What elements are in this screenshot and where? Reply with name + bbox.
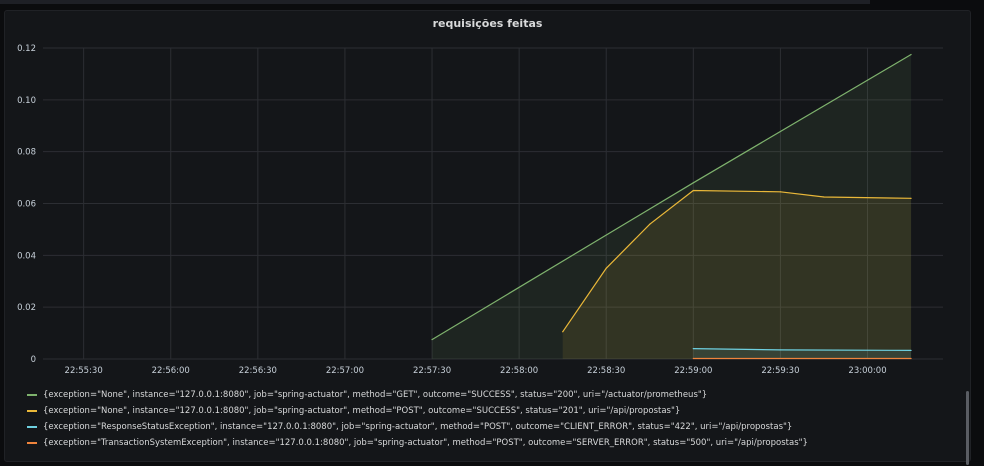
legend-swatch <box>27 394 37 396</box>
y-tick-label: 0.04 <box>17 251 36 261</box>
series-point-2 <box>605 267 607 269</box>
panel-title[interactable]: requisições feitas <box>432 17 543 30</box>
x-tick-label: 22:56:00 <box>152 366 190 376</box>
y-tick-label: 0 <box>31 355 36 365</box>
x-tick-label: 22:57:00 <box>326 366 364 376</box>
x-tick-label: 22:57:30 <box>413 366 451 376</box>
legend-label[interactable]: {exception="None", instance="127.0.0.1:8… <box>43 390 708 400</box>
x-tick-label: 23:00:00 <box>848 366 886 376</box>
series-point-2 <box>562 331 564 333</box>
series-point-1 <box>910 53 912 56</box>
x-tick-label: 22:58:30 <box>587 366 625 376</box>
series-point-3 <box>692 348 694 350</box>
x-tick-label: 22:56:30 <box>239 366 277 376</box>
series-point-3 <box>779 349 782 351</box>
x-tick-label: 22:59:00 <box>674 366 712 376</box>
graph-panel: requisições feitas 0 0.02 0.04 0.06 0.08 0.10… <box>4 10 972 465</box>
y-tick-label: 0.10 <box>17 96 36 106</box>
legend-label[interactable]: {exception="TransactionSystemException",… <box>43 438 808 448</box>
y-tick-label: 0.12 <box>17 44 36 54</box>
top-strip <box>0 0 870 4</box>
series-point-1 <box>431 338 433 341</box>
x-tick-label: 22:58:00 <box>500 366 538 376</box>
y-tick-label: 0.06 <box>17 200 36 210</box>
legend: {exception="None", instance="127.0.0.1:8… <box>27 387 957 451</box>
series-point-3 <box>910 349 912 352</box>
y-tick-label: 0.02 <box>17 303 36 313</box>
series-point-2 <box>823 196 825 198</box>
series-point-4 <box>910 357 912 360</box>
chart-canvas[interactable]: 0 0.02 0.04 0.06 0.08 0.10 0.12 22:55:30 22:56:0… <box>5 11 972 381</box>
legend-swatch <box>27 426 37 428</box>
series-point-2 <box>692 189 694 192</box>
series-area-3 <box>693 348 912 359</box>
series-point-2 <box>910 197 912 199</box>
series-point-2 <box>779 191 782 193</box>
legend-label[interactable]: {exception="ResponseStatusException", in… <box>43 422 793 432</box>
legend-swatch <box>27 442 37 444</box>
legend-item[interactable]: {exception="TransactionSystemException",… <box>27 435 957 451</box>
series-point-1 <box>692 182 694 184</box>
y-tick-label: 0.08 <box>17 148 36 158</box>
legend-swatch <box>27 410 37 412</box>
legend-item[interactable]: {exception="None", instance="127.0.0.1:8… <box>27 403 957 419</box>
x-tick-label: 22:59:30 <box>761 366 799 376</box>
legend-label[interactable]: {exception="None", instance="127.0.0.1:8… <box>43 406 681 416</box>
x-tick-label: 22:55:30 <box>65 366 103 376</box>
series-point-2 <box>649 223 651 225</box>
legend-item[interactable]: {exception="ResponseStatusException", in… <box>27 419 957 435</box>
series-point-4 <box>692 357 694 360</box>
legend-item[interactable]: {exception="None", instance="127.0.0.1:8… <box>27 387 957 403</box>
series-area-2 <box>562 190 912 359</box>
legend-scrollbar[interactable] <box>966 391 969 465</box>
